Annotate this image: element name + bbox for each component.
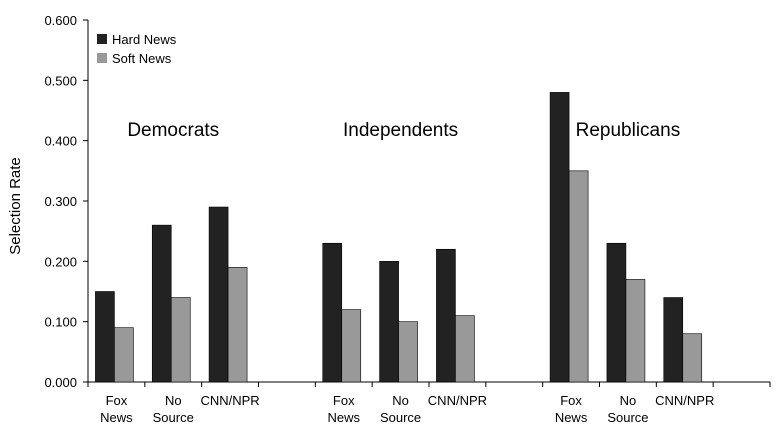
y-tick-label: 0.600 [44, 13, 77, 28]
x-category-label: Source [380, 410, 421, 425]
bar-soft-news [625, 279, 646, 383]
y-tick-label: 0.500 [44, 73, 77, 88]
x-category-label: CNN/NPR [200, 393, 259, 408]
legend: Hard News Soft News [97, 32, 177, 66]
plot-area: 0.000 0.100 0.200 0.300 0.400 0.500 0.600 Fox Ne… [44, 13, 771, 425]
group-label-republicans: Republicans [576, 120, 681, 141]
bar-soft-news [455, 315, 475, 383]
bar-soft-news [568, 170, 589, 383]
legend-swatch-hard-news [97, 34, 107, 44]
legend-swatch-soft-news [97, 53, 107, 63]
y-tick-label: 0.400 [44, 134, 77, 149]
bar-soft-news [398, 321, 418, 383]
bar-soft-news [170, 297, 191, 383]
legend-label-hard-news: Hard News [112, 32, 177, 47]
bar-hard-news [95, 291, 115, 383]
x-category-label: News [555, 410, 588, 425]
bar-hard-news [549, 92, 570, 383]
bar-soft-news [341, 309, 362, 383]
bar-soft-news [114, 327, 134, 383]
x-category-label: CNN/NPR [655, 393, 714, 408]
group-label-independents: Independents [343, 120, 458, 141]
bar-hard-news [208, 206, 229, 383]
group-label-democrats: Democrats [127, 120, 219, 141]
x-category-label: Source [153, 410, 194, 425]
bar-hard-news [606, 242, 627, 383]
x-category-label: Source [607, 410, 648, 425]
y-tick-label: 0.300 [44, 194, 77, 209]
bar-soft-news [682, 333, 703, 383]
y-tick-label: 0.000 [44, 375, 77, 390]
y-axis-title: Selection Rate [7, 157, 24, 255]
bar-hard-news [322, 242, 343, 383]
x-category-label: Fox [106, 393, 128, 408]
bar-soft-news [227, 267, 248, 383]
y-tick-label: 0.200 [44, 254, 77, 269]
bar-hard-news [663, 297, 684, 383]
x-category-label: News [100, 410, 133, 425]
bar-hard-news [436, 248, 456, 383]
bar-hard-news [379, 261, 399, 383]
x-category-label: Fox [333, 393, 355, 408]
legend-label-soft-news: Soft News [112, 51, 172, 66]
bar-hard-news [151, 224, 172, 383]
x-category-label: No [620, 393, 637, 408]
x-category-label: Fox [560, 393, 582, 408]
y-tick-label: 0.100 [44, 315, 77, 330]
x-category-label: No [392, 393, 409, 408]
x-category-label: News [327, 410, 360, 425]
x-category-label: No [165, 393, 182, 408]
x-category-label: CNN/NPR [428, 393, 487, 408]
